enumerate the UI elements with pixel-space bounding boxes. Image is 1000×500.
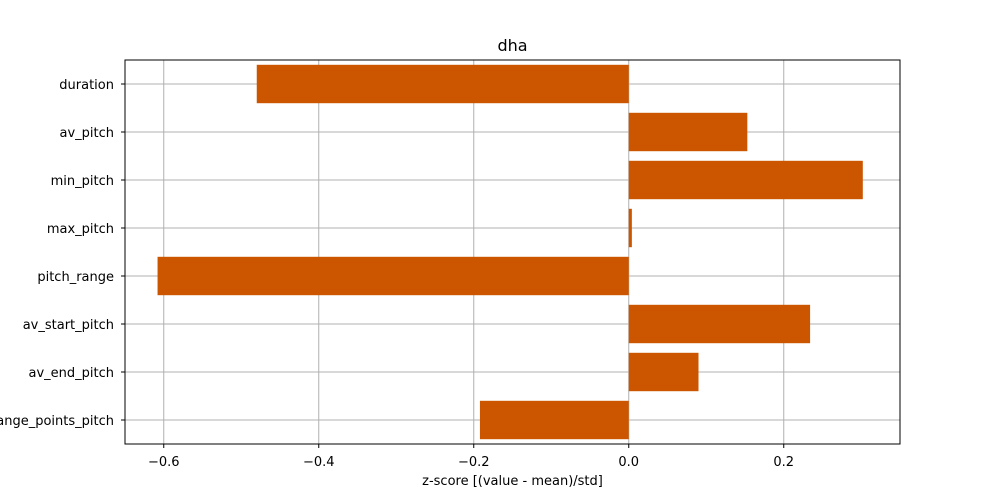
x-tick-label: −0.6 [148, 455, 180, 470]
x-tick-label: 0.2 [773, 455, 794, 470]
bar [628, 304, 811, 344]
y-tick-label: pitch_range [37, 270, 114, 285]
x-tick-label: −0.4 [303, 455, 335, 470]
grid-lines [125, 60, 900, 444]
y-tick-label: min_pitch [51, 174, 114, 189]
plot-area-frame [124, 59, 901, 445]
x-axis-ticks: −0.6 −0.4 −0.2 0.0 0.2 [148, 444, 794, 470]
bars [157, 64, 863, 440]
y-tick-label: max_pitch [47, 222, 114, 237]
x-tick-label: 0.0 [618, 455, 639, 470]
bar [628, 208, 632, 248]
bar [628, 160, 863, 200]
bar [256, 64, 629, 104]
bar [479, 400, 629, 440]
x-axis-label: z-score [(value - mean)/std] [422, 474, 603, 489]
bar [157, 256, 629, 296]
y-tick-label: duration [59, 78, 114, 93]
y-tick-label: av_end_pitch [29, 366, 115, 381]
bar [628, 352, 699, 392]
y-tick-label: av_start_pitch [23, 318, 114, 333]
bar [628, 112, 748, 152]
y-tick-label: av_pitch [59, 126, 114, 141]
y-axis-ticks: duration av_pitch min_pitch max_pitch pitch_… [0, 78, 125, 429]
chart-title: dha [497, 36, 527, 55]
x-tick-label: −0.2 [458, 455, 490, 470]
